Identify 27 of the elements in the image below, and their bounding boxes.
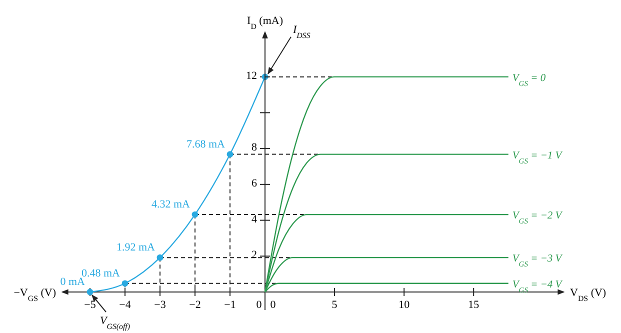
y-tick-label: 4 [252,213,258,226]
x-tick-label: −1 [224,299,236,311]
x-tick-label: 10 [398,299,410,311]
data-label: 1.92 mA [116,242,156,254]
x-axis-title: −V$_{GS}$ (V) [14,287,56,302]
y-axis-title: I$_{D}$ (mA) [247,15,284,30]
y-tick-label: 8 [252,142,258,154]
y-tick-label: 6 [252,177,258,190]
x-tick-label: 5 [332,299,338,311]
x-tick-label: 0 [256,299,262,311]
series-label: V$_{GS}$ = −1 V [512,150,564,165]
x-tick-label: 15 [468,299,480,311]
x-axis-title: V$_{DS}$ (V) [570,287,606,302]
x-tick-label: 0 [270,299,276,311]
data-label: 4.32 mA [152,198,190,211]
y-tick-label: 12 [246,70,257,82]
x-tick-label: −5 [84,299,96,311]
series-label: V$_{GS}$ = −2 V [512,210,564,226]
x-tick-label: −2 [189,299,201,311]
data-label: 7.68 mA [186,138,226,150]
annotation: I$_{DSS}$ [292,24,310,40]
x-tick-label: −4 [119,299,132,311]
series-label: V$_{GS}$ = 0 [512,72,546,88]
series-label: V$_{GS}$ = −3 V [512,254,564,268]
x-tick-label: −3 [154,299,166,311]
series-label: V$_{GS}$ = −4 V [512,279,564,294]
annotation: V$_{GS(off)}$ [100,315,130,330]
